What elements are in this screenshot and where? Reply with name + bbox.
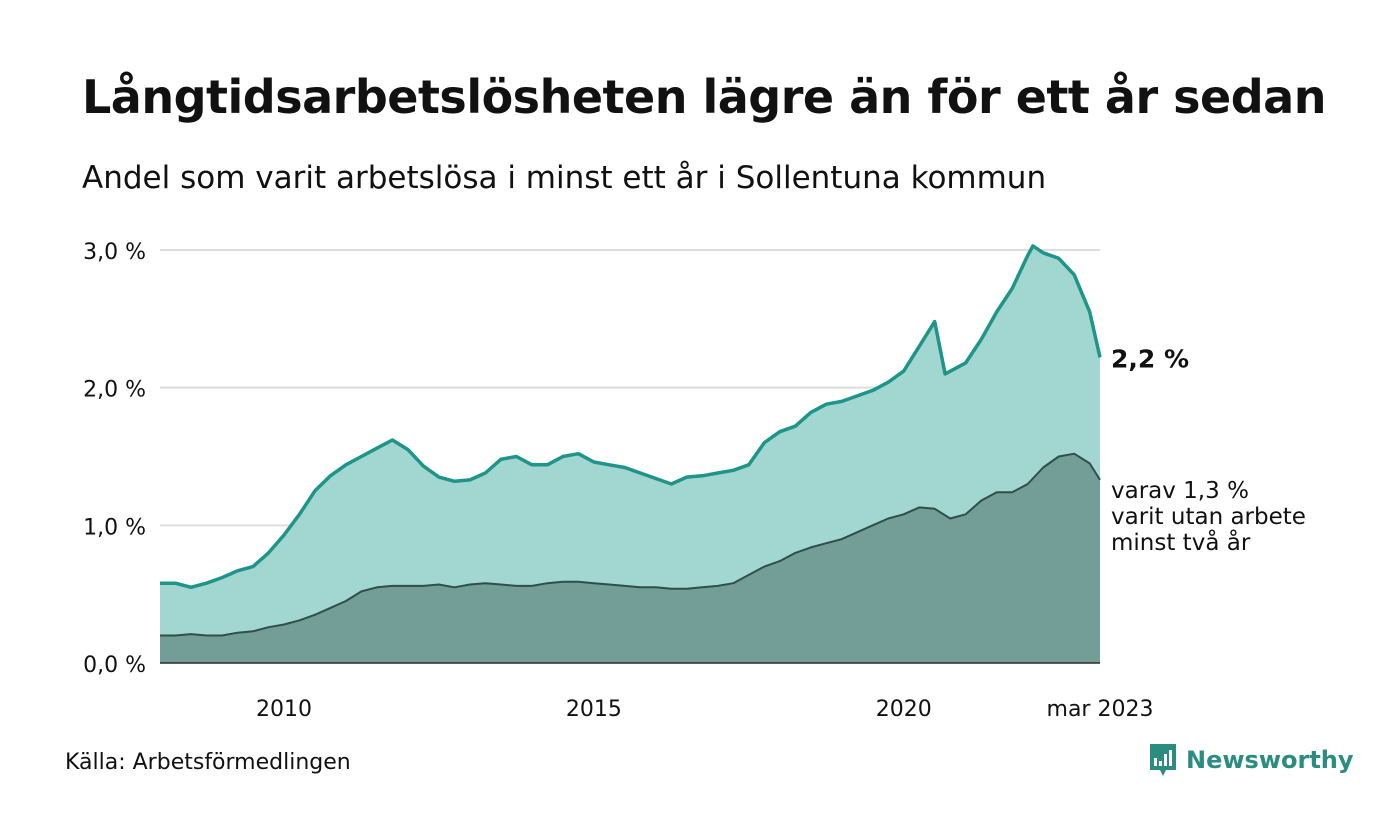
y-tick-label: 3,0 % xyxy=(83,240,146,265)
axis-layer: 0,0 % 1,0 % 2,0 % 3,0 % 2010 2015 2020 mar 2023 xyxy=(83,240,1153,722)
x-tick-label: 2020 xyxy=(876,697,932,722)
end-label-total: 2,2 % xyxy=(1111,344,1189,373)
page-title: Långtidsarbetslösheten lägre än för ett … xyxy=(82,70,1326,124)
series-line-longterm xyxy=(160,452,1101,637)
brand-logo: Newsworthy xyxy=(1148,742,1354,778)
brand-name: Newsworthy xyxy=(1186,746,1354,774)
line-layer xyxy=(160,244,1102,637)
end-label-longterm-line: minst två år xyxy=(1111,528,1251,556)
chart-subtitle: Andel som varit arbetslösa i minst ett å… xyxy=(82,160,1047,196)
x-tick-label: 2010 xyxy=(256,697,312,722)
x-tick-label: mar 2023 xyxy=(1047,697,1154,722)
y-tick-label: 0,0 % xyxy=(83,653,146,678)
y-tick-label: 1,0 % xyxy=(83,515,146,540)
area-layer xyxy=(160,245,1100,663)
bar-chart-icon xyxy=(1150,744,1176,776)
end-label-longterm-line: varit utan arbete xyxy=(1111,504,1306,530)
source-note: Källa: Arbetsförmedlingen xyxy=(65,750,351,775)
end-label-longterm-line: varav 1,3 % xyxy=(1111,478,1249,504)
area-longterm xyxy=(160,453,1100,663)
series-line-total xyxy=(160,244,1102,590)
y-tick-label: 2,0 % xyxy=(83,378,146,403)
x-tick-label: 2015 xyxy=(566,697,622,722)
